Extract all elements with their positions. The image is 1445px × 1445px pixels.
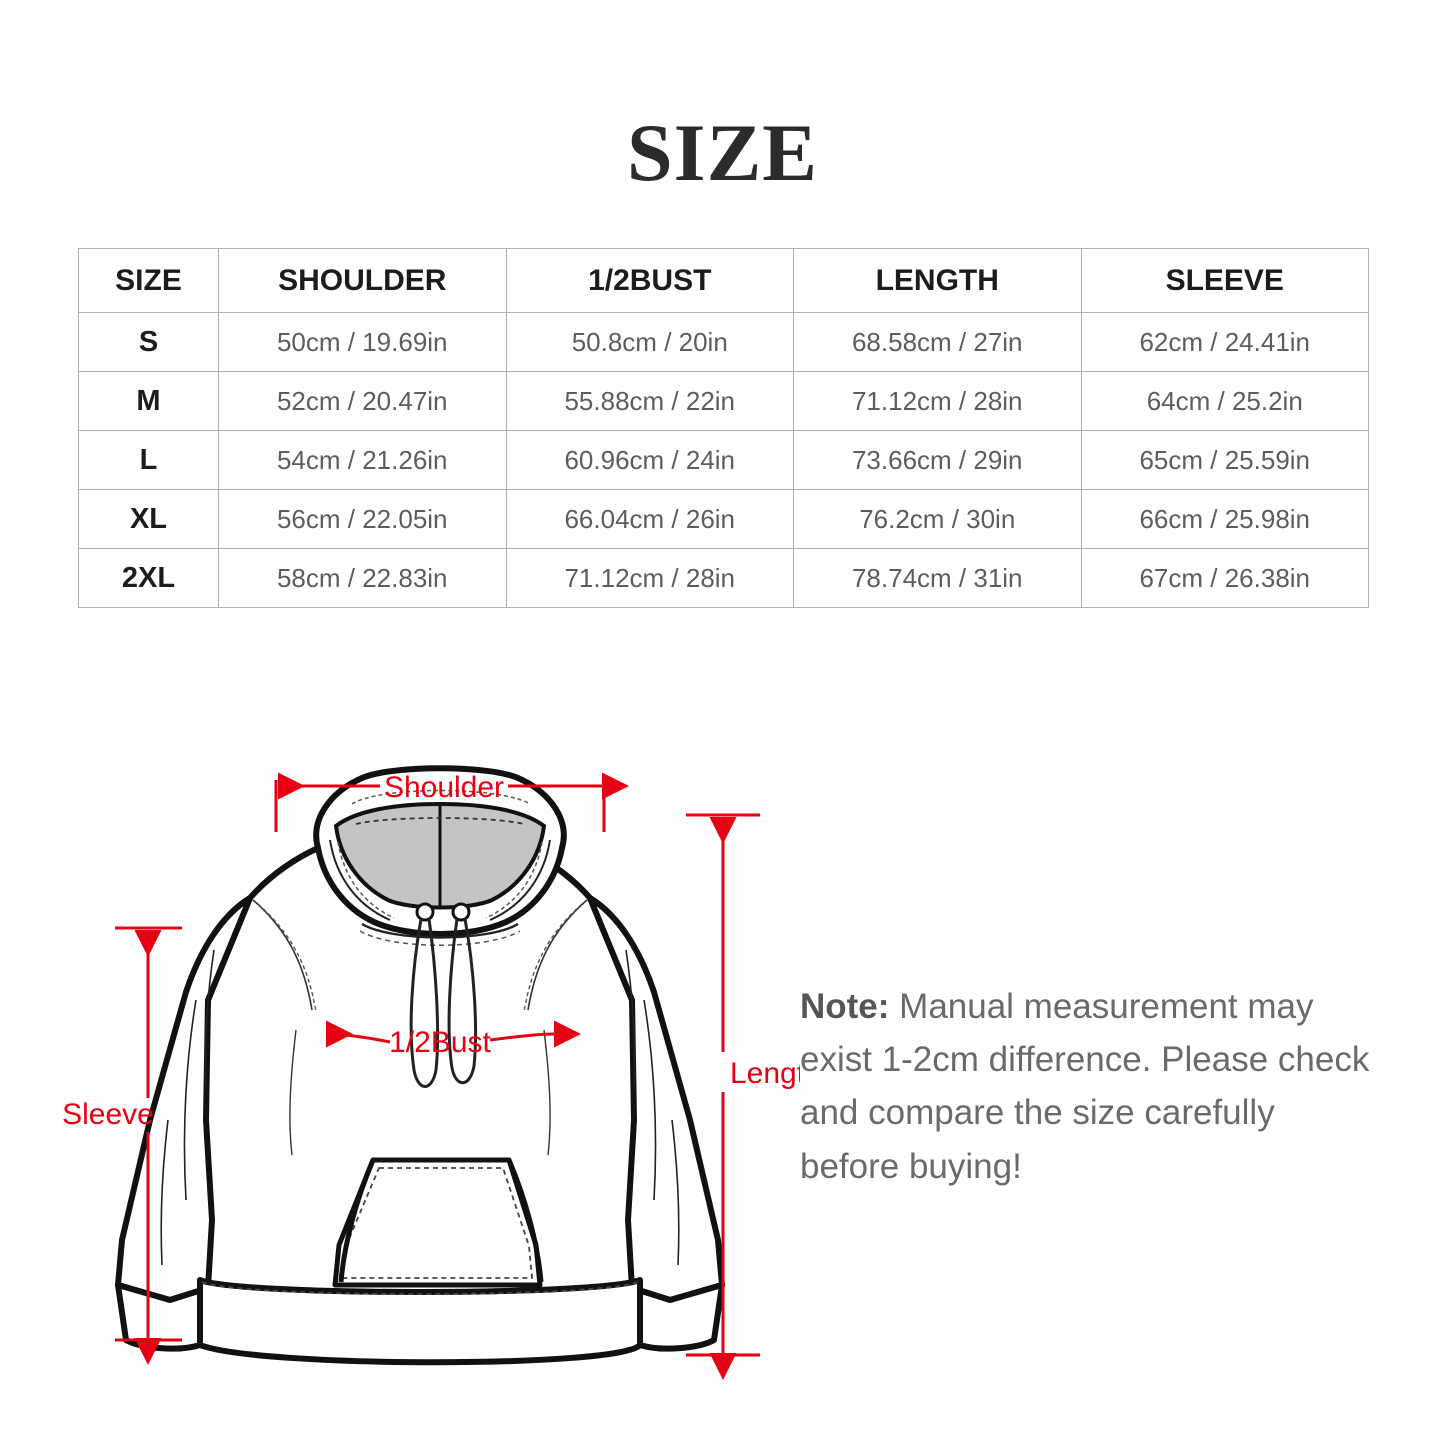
- measurement-diagram: Shoulder 1/2Bust Length Sleeve: [0, 700, 800, 1400]
- hood-edge-roll-right: [489, 839, 551, 921]
- cell-length: 78.74cm / 31in: [793, 548, 1082, 608]
- drawstring-grommet-left: [415, 902, 435, 922]
- collar-stitch: [359, 930, 521, 946]
- hoodie-illustration: [115, 765, 725, 1366]
- cell-shoulder: 56cm / 22.05in: [218, 489, 507, 549]
- cell-shoulder: 54cm / 21.26in: [218, 430, 507, 490]
- table-row: S 50cm / 19.69in 50.8cm / 20in 68.58cm /…: [78, 312, 1369, 372]
- table-row: M 52cm / 20.47in 55.88cm / 22in 71.12cm …: [78, 371, 1369, 431]
- cell-shoulder: 52cm / 20.47in: [218, 371, 507, 431]
- sleeve-dimension: Sleeve: [62, 926, 182, 1365]
- table-row: 2XL 58cm / 22.83in 71.12cm / 28in 78.74c…: [78, 548, 1369, 608]
- cell-length: 73.66cm / 29in: [793, 430, 1082, 490]
- right-sleeve: [587, 895, 725, 1303]
- shoulder-dimension: Shoulder: [274, 771, 629, 832]
- table-row: L 54cm / 21.26in 60.96cm / 24in 73.66cm …: [78, 430, 1369, 490]
- cell-sleeve: 64cm / 25.2in: [1080, 371, 1369, 431]
- cell-shoulder: 58cm / 22.83in: [218, 548, 507, 608]
- pocket-opening-right: [506, 1159, 544, 1283]
- column-header-bust: 1/2BUST: [505, 248, 794, 313]
- pocket-opening-left: [338, 1159, 376, 1283]
- hood-edge-roll: [329, 839, 391, 921]
- hood-lining-dash-top: [355, 817, 525, 825]
- left-sleeve: [115, 895, 253, 1303]
- cell-length: 68.58cm / 27in: [793, 312, 1082, 372]
- bust-dimension: 1/2Bust: [325, 1020, 581, 1059]
- cell-bust: 71.12cm / 28in: [505, 548, 794, 608]
- cell-size: 2XL: [78, 548, 219, 608]
- collar-seam: [361, 922, 519, 939]
- waistband-seam: [201, 1281, 639, 1295]
- sleeve-fold-lines: [160, 949, 680, 1266]
- cell-bust: 66.04cm / 26in: [505, 489, 794, 549]
- cell-bust: 55.88cm / 22in: [505, 371, 794, 431]
- cell-sleeve: 67cm / 26.38in: [1080, 548, 1369, 608]
- cell-size: M: [78, 371, 219, 431]
- cell-bust: 60.96cm / 24in: [505, 430, 794, 490]
- cell-sleeve: 62cm / 24.41in: [1080, 312, 1369, 372]
- drawstring-right: [447, 918, 478, 1085]
- column-header-shoulder: SHOULDER: [218, 248, 507, 313]
- drawstring-left: [409, 918, 440, 1088]
- cell-size: S: [78, 312, 219, 372]
- cell-size: L: [78, 430, 219, 490]
- hood-stitching: [337, 789, 543, 919]
- page-title: SIZE: [627, 107, 818, 198]
- cell-sleeve: 65cm / 25.59in: [1080, 430, 1369, 490]
- column-header-length: LENGTH: [793, 248, 1082, 313]
- drawstring-grommet-right: [451, 902, 471, 922]
- cell-bust: 50.8cm / 20in: [505, 312, 794, 372]
- bust-arrow-line-left: [325, 1020, 391, 1048]
- bust-arrow-line-right: [489, 1020, 581, 1048]
- waistband: [197, 1277, 643, 1366]
- length-dimension: Length: [686, 813, 800, 1380]
- cell-length: 71.12cm / 28in: [793, 371, 1082, 431]
- sleeve-label: Sleeve: [62, 1098, 154, 1131]
- note-text: Manual measurement may exist 1-2cm diffe…: [800, 987, 1370, 1186]
- cell-length: 76.2cm / 30in: [793, 489, 1082, 549]
- table-header-row: SIZE SHOULDER 1/2BUST LENGTH SLEEVE: [78, 248, 1369, 313]
- column-header-sleeve: SLEEVE: [1080, 248, 1369, 313]
- length-label: Length: [730, 1057, 800, 1090]
- size-table: SIZE SHOULDER 1/2BUST LENGTH SLEEVE S 50…: [78, 248, 1369, 608]
- cell-shoulder: 50cm / 19.69in: [218, 312, 507, 372]
- note-block: Note: Manual measurement may exist 1-2cm…: [800, 980, 1370, 1193]
- column-header-size: SIZE: [78, 248, 219, 313]
- body-drape-lines: [289, 1029, 551, 1156]
- shoulder-seam-stitch: [257, 903, 583, 1013]
- table-row: XL 56cm / 22.05in 66.04cm / 26in 76.2cm …: [78, 489, 1369, 549]
- cell-sleeve: 66cm / 25.98in: [1080, 489, 1369, 549]
- cell-size: XL: [78, 489, 219, 549]
- bust-label: 1/2Bust: [389, 1026, 491, 1059]
- shoulder-label: Shoulder: [384, 771, 504, 804]
- note-label: Note:: [800, 987, 890, 1026]
